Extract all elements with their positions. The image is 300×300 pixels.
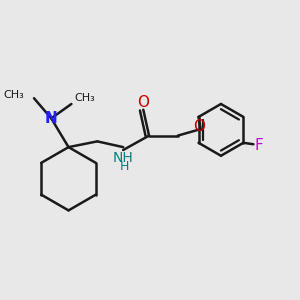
Text: O: O <box>194 119 206 134</box>
Text: O: O <box>137 95 149 110</box>
Text: F: F <box>255 138 264 153</box>
Text: CH₃: CH₃ <box>3 90 24 100</box>
Text: NH: NH <box>113 152 134 165</box>
Text: CH₃: CH₃ <box>74 93 95 103</box>
Text: N: N <box>45 111 58 126</box>
Text: H: H <box>120 160 129 173</box>
